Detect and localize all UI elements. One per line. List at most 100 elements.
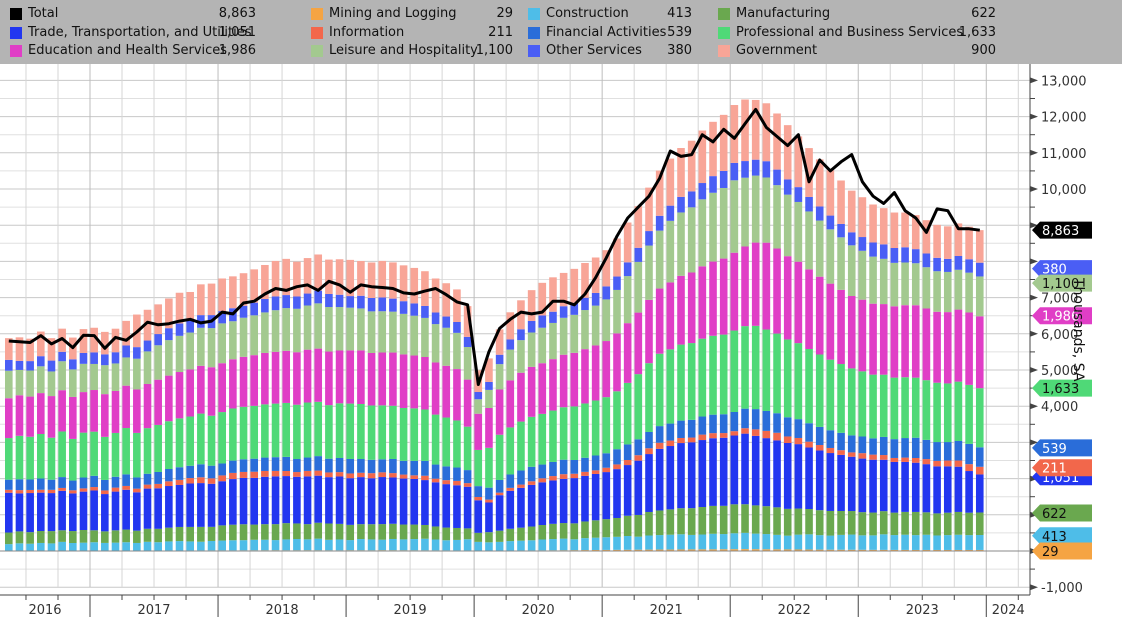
bar-segment [645, 187, 653, 232]
bar-segment [143, 351, 152, 384]
bar-segment [687, 343, 696, 420]
bar-segment [303, 539, 312, 551]
bar-segment [15, 360, 24, 370]
bar-segment [79, 363, 88, 393]
bar-segment [687, 272, 696, 344]
bar-segment [143, 428, 152, 474]
bar-segment [5, 370, 13, 399]
bar-segment [410, 303, 419, 316]
legend-label: Government [736, 43, 818, 58]
bar-segment [250, 539, 259, 551]
bar-segment [559, 317, 568, 355]
bar-segment [485, 487, 493, 500]
bar-segment [933, 311, 941, 383]
bar-segment [762, 329, 771, 411]
bar-segment [815, 510, 824, 536]
bar-segment [325, 458, 333, 473]
bar-segment [634, 514, 643, 537]
bar-segment [613, 449, 621, 465]
bar-segment [485, 542, 493, 551]
bar-segment [901, 461, 909, 512]
bar-segment [655, 535, 664, 550]
bar-segment [111, 542, 120, 551]
bar-segment [677, 344, 685, 421]
legend-value: 380 [667, 43, 692, 58]
bar-segment [165, 421, 173, 470]
right-flags: 8,8633801,1001,9861,6331,051539211622413… [1032, 221, 1092, 560]
bar-segment [762, 506, 771, 535]
legend-value: 1,100 [475, 43, 513, 58]
value-flag-label: 1,100 [1042, 277, 1079, 292]
bar-segment [357, 472, 365, 478]
bar-segment [506, 312, 515, 340]
bar-segment [602, 453, 611, 468]
bar-segment [666, 282, 675, 350]
bar-segment [709, 121, 717, 177]
bar-segment [154, 542, 162, 551]
bar-segment [165, 340, 173, 376]
bar-segment [293, 261, 301, 297]
bar-segment [218, 363, 226, 413]
bar-segment [911, 263, 920, 306]
bar-segment [901, 377, 909, 439]
bar-segment [69, 480, 77, 491]
bar-segment [613, 333, 621, 392]
bar-segment [709, 176, 717, 193]
bar-segment [794, 187, 803, 202]
bar-segment [741, 326, 749, 409]
bar-segment [613, 469, 621, 518]
bar-segment [453, 289, 461, 322]
bar-segment [933, 535, 941, 550]
bar-segment [847, 296, 856, 369]
bar-segment [421, 271, 429, 306]
bar-segment [357, 261, 365, 296]
bar-segment [783, 194, 792, 257]
bar-segment [143, 309, 152, 341]
bar-segment [506, 528, 515, 542]
bar-segment [837, 432, 845, 451]
bar-segment [613, 536, 621, 550]
bar-segment [495, 434, 504, 480]
bar-segment [655, 288, 664, 354]
bar-segment [506, 380, 515, 428]
legend-item: Construction 413 [528, 5, 692, 23]
bar-segment [165, 486, 173, 528]
bar-segment [730, 431, 739, 436]
bar-segment [463, 379, 472, 427]
y-tick [1030, 294, 1038, 301]
bar-segment [410, 267, 419, 304]
legend-swatch [311, 26, 323, 39]
bar-segment [762, 549, 771, 551]
bar-segment [538, 363, 547, 414]
bar-segment [346, 403, 355, 459]
bar-segment [197, 284, 205, 316]
bar-segment [975, 262, 984, 277]
bar-segment [431, 464, 440, 479]
bar-segment [367, 473, 376, 479]
bar-segment [570, 478, 579, 524]
bar-segment [719, 505, 728, 535]
bar-segment [933, 224, 941, 258]
legend-item: Information 211 [311, 24, 513, 42]
bar-segment [79, 392, 88, 433]
value-flag-label: 380 [1042, 263, 1067, 278]
bar-segment [325, 405, 333, 459]
bar-segment [730, 504, 739, 534]
bar-segment [623, 323, 632, 383]
bar-segment [389, 473, 397, 478]
bar-segment [837, 223, 845, 238]
bar-segment [954, 256, 963, 270]
bar-segment [410, 408, 419, 461]
bar-segment [367, 262, 376, 298]
bar-segment [5, 532, 13, 545]
bar-segment [207, 465, 216, 479]
bar-segment [517, 329, 525, 341]
bar-segment [634, 247, 643, 262]
bar-segment [5, 398, 13, 439]
bar-segment [186, 332, 194, 370]
bar-segment [559, 354, 568, 408]
bar-segment [890, 457, 899, 462]
bar-segment [954, 309, 963, 382]
y-tick-label: 7,000 [1041, 292, 1078, 307]
bar-segment [69, 396, 77, 439]
